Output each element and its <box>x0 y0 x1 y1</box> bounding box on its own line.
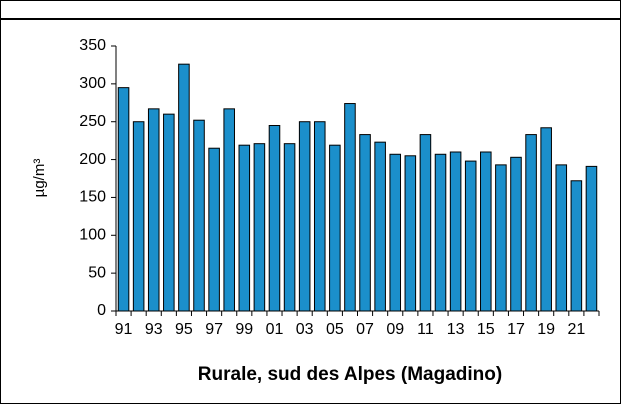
bar <box>585 165 598 312</box>
x-tick-label: 91 <box>115 321 133 338</box>
y-tick-label: 250 <box>79 113 106 130</box>
y-tick-label: 300 <box>79 75 106 92</box>
bar <box>193 119 205 312</box>
bar <box>495 164 507 312</box>
bar <box>404 155 417 312</box>
bar <box>449 151 462 312</box>
bar <box>359 134 371 312</box>
x-tick-label: 05 <box>326 321 344 338</box>
x-tick-label: 21 <box>567 321 585 338</box>
bar <box>329 144 341 312</box>
bar <box>389 153 402 312</box>
bar <box>223 108 235 312</box>
bar <box>525 134 537 312</box>
bar <box>480 151 492 312</box>
bar <box>374 141 386 312</box>
x-tick-label: 95 <box>175 321 193 338</box>
y-tick-label: 200 <box>79 151 106 168</box>
bar <box>238 144 251 312</box>
x-tick-label: 19 <box>537 321 555 338</box>
bar <box>178 63 190 312</box>
bar <box>298 121 311 312</box>
x-tick-label: 07 <box>356 321 374 338</box>
bar <box>419 134 432 312</box>
x-tick-label: 13 <box>447 321 465 338</box>
x-tick-label: 15 <box>477 321 495 338</box>
bar <box>253 143 266 312</box>
x-tick-label: 97 <box>205 321 223 338</box>
bar <box>208 147 220 312</box>
y-tick-label: 0 <box>97 302 106 319</box>
bar <box>132 121 145 312</box>
bar <box>555 164 568 312</box>
x-tick-label: 93 <box>145 321 163 338</box>
bar <box>540 127 552 312</box>
bar <box>313 121 326 312</box>
bar <box>283 143 296 312</box>
x-tick-label: 09 <box>386 321 404 338</box>
y-tick-label: 50 <box>88 264 106 281</box>
x-tick-label: 11 <box>417 321 434 338</box>
top-frame <box>0 0 621 19</box>
y-tick-label: 100 <box>79 227 106 244</box>
bar <box>268 125 281 312</box>
y-tick-label: 150 <box>79 189 106 206</box>
bar <box>163 113 175 312</box>
x-tick-label: 03 <box>296 321 314 338</box>
bar <box>434 153 447 312</box>
bar <box>344 103 356 312</box>
x-tick-label: 01 <box>266 321 284 338</box>
bar <box>147 108 160 312</box>
chart-title: Rurale, sud des Alpes (Magadino) <box>198 364 502 385</box>
x-tick-label: 17 <box>507 321 525 338</box>
bar <box>117 87 130 312</box>
y-tick-label: 350 <box>79 37 106 54</box>
bar <box>570 180 583 312</box>
bar <box>510 156 522 312</box>
y-axis-label: µg/m³ <box>31 159 48 198</box>
x-tick-label: 99 <box>235 321 253 338</box>
bar <box>464 160 477 312</box>
